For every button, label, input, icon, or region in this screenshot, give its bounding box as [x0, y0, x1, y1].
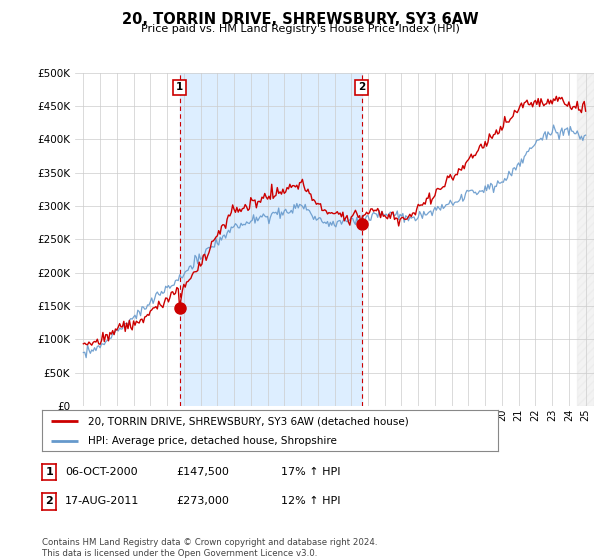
Text: 20, TORRIN DRIVE, SHREWSBURY, SY3 6AW (detached house): 20, TORRIN DRIVE, SHREWSBURY, SY3 6AW (d…: [88, 417, 409, 426]
Text: 1: 1: [46, 467, 53, 477]
Text: 1: 1: [176, 82, 183, 92]
Text: 12% ↑ HPI: 12% ↑ HPI: [281, 496, 340, 506]
Text: £273,000: £273,000: [176, 496, 229, 506]
Text: 17% ↑ HPI: 17% ↑ HPI: [281, 467, 340, 477]
Text: Contains HM Land Registry data © Crown copyright and database right 2024.
This d: Contains HM Land Registry data © Crown c…: [42, 538, 377, 558]
Text: HPI: Average price, detached house, Shropshire: HPI: Average price, detached house, Shro…: [88, 436, 337, 446]
Text: 2: 2: [358, 82, 365, 92]
Text: 17-AUG-2011: 17-AUG-2011: [65, 496, 139, 506]
Text: 20, TORRIN DRIVE, SHREWSBURY, SY3 6AW: 20, TORRIN DRIVE, SHREWSBURY, SY3 6AW: [122, 12, 478, 27]
Bar: [577, 73, 594, 406]
Text: Price paid vs. HM Land Registry's House Price Index (HPI): Price paid vs. HM Land Registry's House …: [140, 24, 460, 34]
Text: 2: 2: [46, 496, 53, 506]
Bar: [179, 73, 362, 406]
Text: £147,500: £147,500: [176, 467, 229, 477]
Text: 06-OCT-2000: 06-OCT-2000: [65, 467, 137, 477]
